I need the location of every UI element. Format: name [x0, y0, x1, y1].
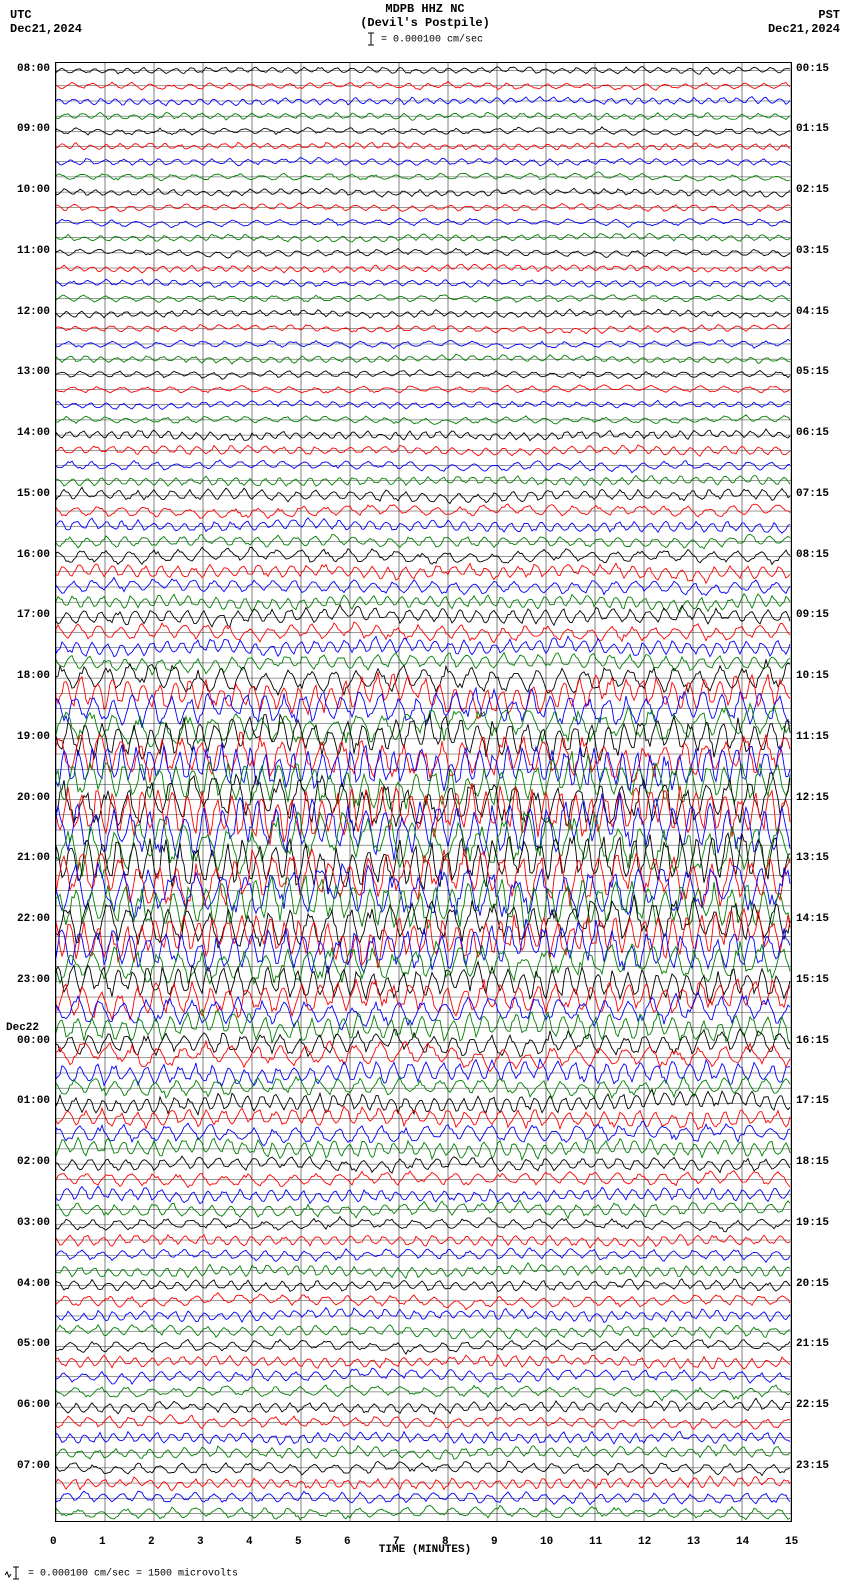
pst-hour-label: 01:15	[796, 123, 850, 135]
utc-hour-label: 09:00	[0, 123, 50, 135]
seismogram-container: UTC Dec21,2024 PST Dec21,2024 MDPB HHZ N…	[0, 0, 850, 1584]
pst-hour-label: 04:15	[796, 306, 850, 318]
pst-hour-label: 23:15	[796, 1460, 850, 1472]
footer-text: = 0.000100 cm/sec = 1500 microvolts	[28, 1569, 238, 1580]
utc-hour-label: 13:00	[0, 366, 50, 378]
pst-hour-label: 11:15	[796, 731, 850, 743]
utc-hour-label: 10:00	[0, 184, 50, 196]
utc-hour-label: 06:00	[0, 1399, 50, 1411]
station-name: (Devil's Postpile)	[0, 16, 850, 30]
pst-hour-label: 02:15	[796, 184, 850, 196]
pst-hour-label: 20:15	[796, 1278, 850, 1290]
seismogram-plot	[55, 62, 792, 1522]
utc-hour-label: 18:00	[0, 670, 50, 682]
pst-hour-label: 08:15	[796, 549, 850, 561]
pst-hour-label: 09:15	[796, 609, 850, 621]
utc-hour-label: 11:00	[0, 245, 50, 257]
utc-hour-label: 01:00	[0, 1095, 50, 1107]
seismogram-svg	[56, 63, 791, 1521]
header: MDPB HHZ NC (Devil's Postpile) = 0.00010…	[0, 2, 850, 46]
utc-hour-label: 05:00	[0, 1338, 50, 1350]
pst-hour-label: 14:15	[796, 913, 850, 925]
pst-hour-label: 16:15	[796, 1035, 850, 1047]
pst-hour-label: 18:15	[796, 1156, 850, 1168]
utc-hour-label: 16:00	[0, 549, 50, 561]
pst-hour-label: 22:15	[796, 1399, 850, 1411]
pst-hour-label: 17:15	[796, 1095, 850, 1107]
utc-hour-label: 14:00	[0, 427, 50, 439]
utc-hour-label: 02:00	[0, 1156, 50, 1168]
pst-hour-label: 05:15	[796, 366, 850, 378]
utc-hour-label: 20:00	[0, 792, 50, 804]
pst-hour-label: 10:15	[796, 670, 850, 682]
station-code: MDPB HHZ NC	[0, 2, 850, 16]
utc-hour-label: 19:00	[0, 731, 50, 743]
utc-hour-label: 15:00	[0, 488, 50, 500]
xaxis-title: TIME (MINUTES)	[0, 1544, 850, 1556]
footer-scale: = 0.000100 cm/sec = 1500 microvolts	[4, 1566, 238, 1580]
utc-hour-label: 21:00	[0, 852, 50, 864]
utc-hour-label: 23:00	[0, 974, 50, 986]
pst-hour-label: 07:15	[796, 488, 850, 500]
pst-hour-label: 03:15	[796, 245, 850, 257]
utc-hour-label: 07:00	[0, 1460, 50, 1472]
day-change-label: Dec22	[6, 1022, 39, 1034]
pst-hour-label: 00:15	[796, 63, 850, 75]
pst-hour-label: 13:15	[796, 852, 850, 864]
pst-hour-label: 06:15	[796, 427, 850, 439]
utc-hour-label: 17:00	[0, 609, 50, 621]
scale-indicator: = 0.000100 cm/sec	[0, 32, 850, 46]
utc-hour-label: 00:00	[0, 1035, 50, 1047]
utc-hour-label: 22:00	[0, 913, 50, 925]
utc-hour-label: 12:00	[0, 306, 50, 318]
pst-hour-label: 15:15	[796, 974, 850, 986]
pst-hour-label: 21:15	[796, 1338, 850, 1350]
pst-hour-label: 19:15	[796, 1217, 850, 1229]
utc-hour-label: 04:00	[0, 1278, 50, 1290]
utc-hour-label: 08:00	[0, 63, 50, 75]
pst-hour-label: 12:15	[796, 792, 850, 804]
utc-hour-label: 03:00	[0, 1217, 50, 1229]
scale-text: = 0.000100 cm/sec	[381, 35, 483, 46]
